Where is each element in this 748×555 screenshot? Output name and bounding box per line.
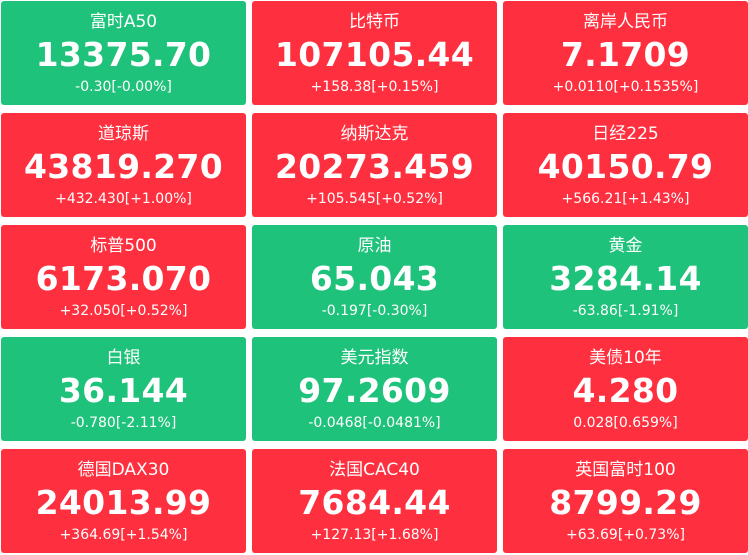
quote-name: 原油	[357, 236, 392, 256]
quote-name: 白银	[106, 348, 141, 368]
quote-change: -63.86[-1.91%]	[572, 303, 679, 319]
quote-tile-sp500[interactable]: 标普500 6173.070 +32.050[+0.52%]	[1, 225, 246, 329]
quote-price: 36.144	[58, 371, 189, 410]
quote-price: 107105.44	[275, 35, 474, 74]
quote-tile-silver[interactable]: 白银 36.144 -0.780[-2.11%]	[1, 337, 246, 441]
quote-name: 德国DAX30	[77, 460, 170, 480]
quote-tile-dollar-index[interactable]: 美元指数 97.2609 -0.0468[-0.0481%]	[252, 337, 497, 441]
quote-price: 43819.270	[24, 147, 223, 186]
quote-tile-gold[interactable]: 黄金 3284.14 -63.86[-1.91%]	[503, 225, 748, 329]
quote-price: 65.043	[309, 259, 440, 298]
quote-price: 7684.44	[298, 483, 451, 522]
quote-name: 黄金	[608, 236, 643, 256]
quote-change: +432.430[+1.00%]	[55, 191, 192, 207]
quote-tile-cac40[interactable]: 法国CAC40 7684.44 +127.13[+1.68%]	[252, 449, 497, 553]
quote-change: +127.13[+1.68%]	[310, 527, 439, 543]
quote-price: 4.280	[572, 371, 679, 410]
quote-price: 3284.14	[549, 259, 702, 298]
quote-price: 13375.70	[35, 35, 212, 74]
quote-change: -0.30[-0.00%]	[75, 79, 172, 95]
quote-tile-dax30[interactable]: 德国DAX30 24013.99 +364.69[+1.54%]	[1, 449, 246, 553]
quote-name: 法国CAC40	[329, 460, 420, 480]
quote-change: +364.69[+1.54%]	[59, 527, 188, 543]
quote-tile-offshore-cny[interactable]: 离岸人民币 7.1709 +0.0110[+0.1535%]	[503, 1, 748, 105]
quote-name: 标普500	[90, 236, 157, 256]
quote-name: 日经225	[592, 124, 659, 144]
quote-name: 道琼斯	[98, 124, 149, 144]
quote-tile-crude-oil[interactable]: 原油 65.043 -0.197[-0.30%]	[252, 225, 497, 329]
quote-price: 8799.29	[549, 483, 702, 522]
quote-tile-ftse100[interactable]: 英国富时100 8799.29 +63.69[+0.73%]	[503, 449, 748, 553]
quote-tile-bitcoin[interactable]: 比特币 107105.44 +158.38[+0.15%]	[252, 1, 497, 105]
quote-tile-dow-jones[interactable]: 道琼斯 43819.270 +432.430[+1.00%]	[1, 113, 246, 217]
quote-price: 6173.070	[35, 259, 212, 298]
quote-price: 97.2609	[298, 371, 451, 410]
quote-change: +63.69[+0.73%]	[566, 527, 685, 543]
quote-change: +105.545[+0.52%]	[306, 191, 443, 207]
quote-change: 0.028[0.659%]	[573, 415, 678, 431]
quote-name: 美元指数	[340, 348, 409, 368]
quote-price: 24013.99	[35, 483, 212, 522]
quote-change: +566.21[+1.43%]	[561, 191, 690, 207]
quote-name: 纳斯达克	[340, 124, 409, 144]
quote-tile-us-10y-treasury[interactable]: 美债10年 4.280 0.028[0.659%]	[503, 337, 748, 441]
quote-name: 比特币	[349, 12, 400, 32]
quote-name: 富时A50	[89, 12, 158, 32]
quote-name: 美债10年	[589, 348, 662, 368]
quote-price: 20273.459	[275, 147, 474, 186]
quote-change: -0.197[-0.30%]	[321, 303, 428, 319]
quote-name: 英国富时100	[575, 460, 676, 480]
quote-change: +158.38[+0.15%]	[310, 79, 439, 95]
quote-change: -0.0468[-0.0481%]	[308, 415, 441, 431]
quote-change: +0.0110[+0.1535%]	[552, 79, 699, 95]
quote-price: 7.1709	[560, 35, 691, 74]
quote-change: +32.050[+0.52%]	[59, 303, 188, 319]
quote-name: 离岸人民币	[583, 12, 668, 32]
quote-price: 40150.79	[537, 147, 714, 186]
quote-tile-nikkei-225[interactable]: 日经225 40150.79 +566.21[+1.43%]	[503, 113, 748, 217]
quote-change: -0.780[-2.11%]	[70, 415, 177, 431]
quote-tile-nasdaq[interactable]: 纳斯达克 20273.459 +105.545[+0.52%]	[252, 113, 497, 217]
quote-tile-ftse-a50[interactable]: 富时A50 13375.70 -0.30[-0.00%]	[1, 1, 246, 105]
